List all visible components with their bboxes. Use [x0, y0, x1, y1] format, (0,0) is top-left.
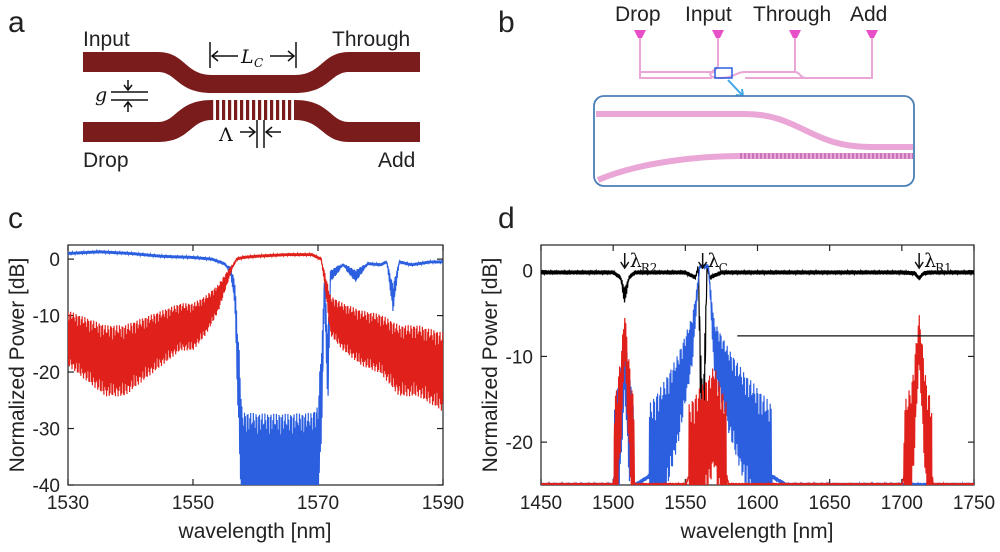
chip-waveguides: [639, 38, 873, 80]
plot-c-ytick-label: -20: [33, 363, 60, 384]
panel-label-b: b: [498, 6, 515, 39]
plot-d-series-drop-red: [541, 315, 974, 485]
plot-c-xtick-label: 1590: [422, 493, 464, 514]
plot-d-annotation-arrow: [620, 253, 630, 270]
chip-port-drop: Drop: [615, 3, 661, 26]
port-add-label: Add: [378, 149, 415, 172]
plot-d-xtick-label: 1650: [809, 493, 851, 514]
zoom-marker: [714, 67, 733, 79]
panel-label-a: a: [8, 6, 25, 39]
plot-d-ytick-label: 0: [522, 262, 533, 283]
period-arrow: [240, 126, 281, 138]
plot-d-xlabel: wavelength [nm]: [680, 520, 834, 543]
plot-d-xtick-label: 1500: [592, 493, 634, 514]
plot-d-series-through: [541, 265, 974, 485]
plot-d-ytick-label: -20: [506, 433, 533, 454]
plot-d-annotation-arrow: [698, 253, 708, 270]
plot-c-xlabel: wavelength [nm]: [178, 520, 332, 543]
panel-label-c: c: [8, 202, 23, 235]
plot-c-xtick-label: 1530: [47, 493, 89, 514]
plot-d-annotations: λR2 λC λR1: [620, 250, 952, 275]
plot-d-annotation-sub: R2: [641, 261, 658, 275]
inset-waveguide-bottom: [596, 153, 913, 183]
plot-d-xtick-label: 1750: [953, 493, 995, 514]
plot-d-xtick-label: 1700: [881, 493, 923, 514]
plot-c-ytick-label: 0: [49, 250, 60, 271]
plot-d-ylabel: Normalized Power [dB]: [479, 258, 502, 473]
port-drop-label: Drop: [83, 149, 129, 172]
bragg-grating: [212, 100, 295, 120]
zoom-arrow: [727, 79, 745, 98]
plot-c-ylabel: Normalized Power [dB]: [6, 258, 29, 473]
coupling-length-label: L: [240, 46, 254, 68]
plot-d-series: [541, 263, 974, 485]
lc-arrow: [210, 50, 296, 62]
plot-d-annotation-arrow: [914, 253, 924, 270]
coupler-schematic: [83, 42, 420, 148]
plot-d-annotation-sub: C: [719, 261, 728, 275]
plot-c-series-drop: [68, 251, 443, 411]
plot-c-series-through: [68, 248, 443, 485]
chip-port-input: Input: [685, 3, 732, 26]
gap-arrow-bottom: [123, 100, 133, 112]
port-through-label: Through: [332, 28, 410, 51]
coupling-length-sub: C: [254, 56, 263, 70]
gap-arrow-top: [123, 80, 133, 92]
chip-port-through: Through: [753, 3, 831, 26]
inset-frame: [593, 95, 915, 187]
bottom-waveguide-left: [83, 100, 212, 142]
plot-d-annotation-lambda: λ: [924, 250, 936, 272]
plot-d-ytick-label: -10: [506, 347, 533, 368]
grating-coupler-3: [789, 30, 801, 38]
grating-coupler-2: [712, 30, 724, 38]
gap-label: g: [95, 84, 107, 106]
grating-coupler-1: [634, 30, 646, 38]
plot-d-annotation-lambda: λ: [708, 250, 720, 272]
plot-d-xtick-label: 1600: [736, 493, 778, 514]
plot-c-ytick-label: -30: [33, 420, 60, 441]
plot-c-xtick-label: 1550: [172, 493, 214, 514]
inset-waveguide-top: [596, 111, 913, 150]
plot-d-annotation-lambda: λ: [630, 250, 642, 272]
port-input-label: Input: [83, 28, 130, 51]
plot-c-xtick-label: 1570: [297, 493, 339, 514]
plot-d-xtick-label: 1450: [520, 493, 562, 514]
plot-c-series: [68, 248, 443, 485]
plot-d-xtick-label: 1550: [664, 493, 706, 514]
plot-c-ticks: 1530 1550 1570 1590 0 -10 -20 -30 -40: [33, 245, 464, 514]
chip-layout: [593, 30, 915, 187]
panel-label-d: d: [498, 202, 515, 235]
chip-port-add: Add: [850, 3, 887, 26]
plot-d-annotation-sub: R1: [935, 261, 952, 275]
top-waveguide: [83, 52, 420, 93]
grating-coupler-4: [866, 30, 878, 38]
plot-d-ticks: 1450 1500 1550 1600 1650 1700 1750 0 -10 -20: [506, 245, 995, 514]
plot-c-ytick-label: -10: [33, 307, 60, 328]
bottom-waveguide-right: [295, 100, 420, 142]
period-label: Λ: [218, 124, 233, 146]
plot-c-ytick-label: -40: [33, 476, 60, 497]
